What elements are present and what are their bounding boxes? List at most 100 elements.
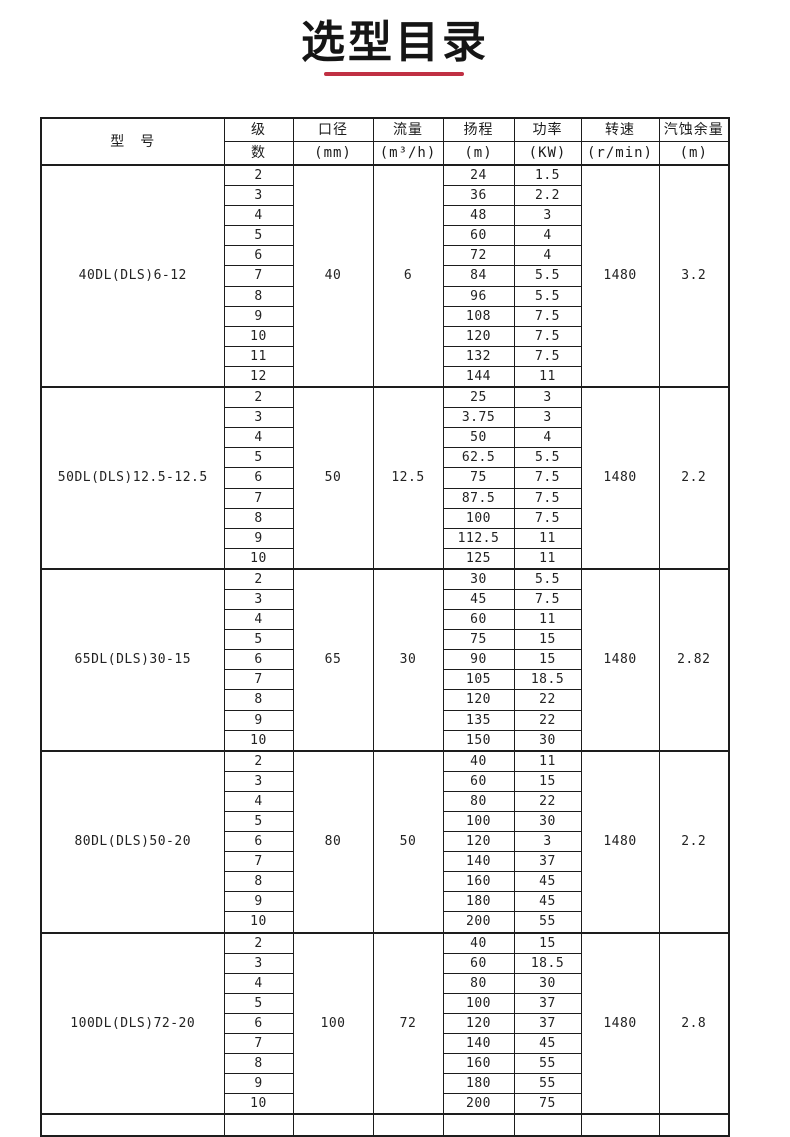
- head-cell: 45: [442, 588, 515, 611]
- stage-cell: 10: [223, 911, 294, 934]
- stage-cell: 3: [223, 588, 294, 611]
- stage-cell: 4: [223, 609, 294, 631]
- table-row: 7 87.5 7.5: [41, 487, 729, 509]
- stage-cell: 6: [223, 245, 294, 267]
- table-row: 11 132 7.5: [41, 345, 729, 367]
- stage-cell: 8: [223, 689, 294, 711]
- table-row: 5 60 4: [41, 225, 729, 247]
- power-cell: 11: [513, 609, 582, 631]
- table-row: 100DL(DLS)72-20 2 100 72 40 15 1480 2.8: [40, 931, 730, 1115]
- power-cell: 3: [513, 407, 582, 429]
- table-row: 5 100 30: [41, 810, 729, 833]
- header-diameter-unit: (mm): [292, 141, 374, 166]
- table-row: 5 75 15: [41, 629, 729, 651]
- header-model: 型 号: [40, 117, 225, 166]
- stage-cell: 10: [223, 325, 294, 347]
- stage-cell: 10: [223, 1093, 294, 1115]
- power-cell: 22: [513, 790, 582, 813]
- diameter-cell: 50: [292, 386, 374, 570]
- empty-cell: [292, 1113, 374, 1137]
- stage-cell: 9: [223, 1073, 294, 1095]
- power-cell: 22: [513, 709, 582, 731]
- power-cell: 3: [513, 831, 582, 853]
- empty-cell: [223, 1113, 294, 1137]
- flow-cell: 72: [372, 931, 444, 1115]
- empty-cell: [372, 1113, 444, 1137]
- table-row: 12 144 11: [41, 365, 729, 388]
- head-cell: 3.75: [442, 407, 515, 429]
- table-row: 5 100 37: [41, 992, 729, 1014]
- table-row: 3 60 15: [41, 770, 729, 792]
- power-cell: 5.5: [513, 265, 582, 287]
- table-row: 4 60 11: [41, 609, 729, 631]
- power-cell: 18.5: [513, 669, 582, 691]
- head-cell: 140: [442, 851, 515, 873]
- power-cell: 37: [513, 851, 582, 873]
- stage-cell: 3: [223, 185, 294, 207]
- power-cell: 15: [513, 629, 582, 651]
- model-cell: 50DL(DLS)12.5-12.5: [40, 386, 225, 570]
- stage-cell: 4: [223, 972, 294, 994]
- speed-cell: 1480: [580, 163, 660, 388]
- speed-cell: 1480: [580, 567, 660, 752]
- header-power: 功率: [513, 117, 582, 142]
- npsh-cell: 2.82: [658, 567, 730, 752]
- power-cell: 7.5: [513, 487, 582, 509]
- npsh-cell: 2.2: [658, 749, 730, 934]
- table-row: 3 36 2.2: [41, 185, 729, 207]
- head-cell: 60: [442, 609, 515, 631]
- diameter-cell: 40: [292, 163, 374, 388]
- power-cell: 55: [513, 1053, 582, 1075]
- head-cell: 80: [442, 972, 515, 994]
- diameter-cell: 65: [292, 567, 374, 752]
- head-cell: 100: [442, 810, 515, 833]
- table-row: 3 3.75 3: [41, 407, 729, 429]
- table-row: 8 100 7.5: [41, 507, 729, 529]
- power-cell: 7.5: [513, 507, 582, 529]
- header-power-unit: (KW): [513, 141, 582, 166]
- power-cell: 3: [513, 386, 582, 409]
- table-row: 6 72 4: [41, 245, 729, 267]
- table-row: 4 80 30: [41, 972, 729, 994]
- power-cell: 1.5: [513, 164, 582, 187]
- head-cell: 60: [442, 225, 515, 247]
- stage-cell: 9: [223, 891, 294, 913]
- head-cell: 160: [442, 1053, 515, 1075]
- head-cell: 24: [442, 164, 515, 187]
- head-cell: 50: [442, 427, 515, 449]
- flow-cell: 30: [372, 567, 444, 752]
- stage-cell: 5: [223, 629, 294, 651]
- npsh-cell: 3.2: [658, 163, 730, 388]
- stage-cell: 10: [223, 729, 294, 752]
- head-cell: 87.5: [442, 487, 515, 509]
- header-flow-unit: (m³/h): [372, 141, 444, 166]
- stage-cell: 4: [223, 790, 294, 813]
- empty-cell: [513, 1113, 582, 1137]
- head-cell: 180: [442, 1073, 515, 1095]
- power-cell: 37: [513, 1012, 582, 1035]
- power-cell: 15: [513, 649, 582, 671]
- diameter-cell: 80: [292, 749, 374, 934]
- header-speed: 转速: [580, 117, 660, 142]
- power-cell: 45: [513, 891, 582, 913]
- stage-cell: 7: [223, 265, 294, 287]
- header-diameter: 口径: [292, 117, 374, 142]
- head-cell: 112.5: [442, 527, 515, 549]
- head-cell: 108: [442, 305, 515, 327]
- head-cell: 75: [442, 467, 515, 489]
- stage-cell: 9: [223, 305, 294, 327]
- head-cell: 72: [442, 245, 515, 267]
- empty-cell: [658, 1113, 730, 1137]
- head-cell: 25: [442, 386, 515, 409]
- table-row: 50DL(DLS)12.5-12.5 2 50 12.5 25 3 1480 2.2: [40, 386, 730, 570]
- table-row: 8 96 5.5: [41, 285, 729, 307]
- head-cell: 150: [442, 729, 515, 752]
- table-row: 8 120 22: [41, 689, 729, 711]
- model-cell: 80DL(DLS)50-20: [40, 749, 225, 934]
- head-cell: 180: [442, 891, 515, 913]
- table-row: 4 50 4: [41, 427, 729, 449]
- power-cell: 4: [513, 225, 582, 247]
- power-cell: 11: [513, 365, 582, 388]
- power-cell: 7.5: [513, 588, 582, 611]
- header-head-unit: (m): [442, 141, 515, 166]
